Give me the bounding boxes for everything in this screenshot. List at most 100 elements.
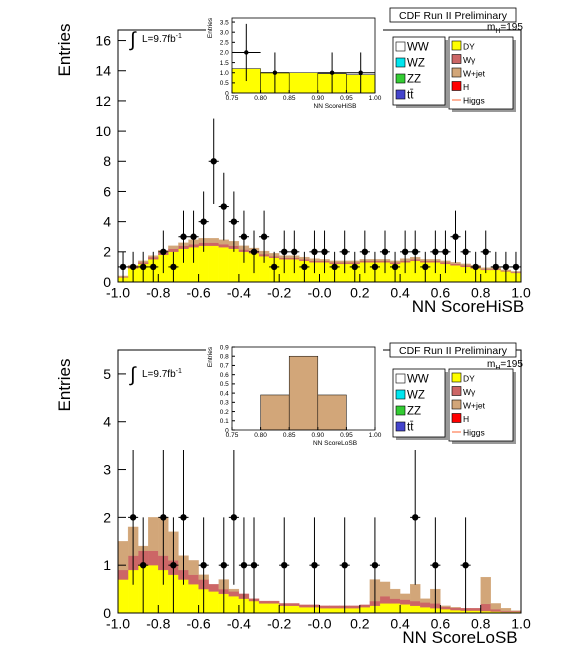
lumi-label: L=9.7fb-1: [142, 33, 182, 45]
data-point: [442, 249, 448, 255]
legend-swatch: [396, 390, 405, 399]
legend-label: tt̄: [407, 89, 414, 101]
lumi-label: L=9.7fb-1: [142, 368, 182, 380]
y-tick-label: 4: [103, 214, 111, 230]
legend-swatch: [452, 400, 461, 409]
histogram-bar: [168, 249, 178, 252]
y-tick-label: 4: [103, 414, 111, 430]
data-point: [211, 158, 217, 164]
x-tick-label: 0.95: [340, 95, 353, 102]
x-tick-label: -0.8: [146, 284, 170, 300]
x-tick-label: -1.0: [106, 615, 130, 631]
data-point: [150, 264, 156, 270]
legend-swatch: [452, 55, 461, 64]
histogram-bar: [400, 600, 410, 605]
legend-label: WZ: [407, 58, 425, 70]
x-tick-label: 0.75: [226, 95, 239, 102]
data-point: [221, 562, 227, 568]
legend-swatch: [396, 42, 405, 51]
data-point: [200, 218, 206, 224]
data-point: [432, 249, 438, 255]
legend-swatch: [396, 58, 405, 67]
x-tick-label: 0.85: [283, 432, 296, 439]
data-point: [382, 249, 388, 255]
y-tick-label: 5: [103, 366, 111, 382]
histogram-bar: [440, 607, 450, 609]
histogram-bar: [491, 603, 501, 609]
mass-label: mH=195: [487, 22, 523, 35]
data-point: [251, 249, 257, 255]
y-tick-label: 12: [95, 93, 111, 109]
data-point: [271, 264, 277, 270]
data-point: [311, 562, 317, 568]
histogram-bar: [189, 560, 199, 574]
x-tick-label: 0.80: [254, 432, 267, 439]
data-point: [352, 264, 358, 270]
legend-label: ZZ: [407, 406, 421, 418]
histogram-bar: [209, 238, 219, 243]
histogram-bar: [320, 608, 330, 613]
histogram-bar: [350, 608, 360, 613]
histogram-bar: [420, 607, 430, 613]
x-axis-label: NN ScoreHiSB: [412, 297, 524, 316]
histogram-bar: [299, 607, 309, 613]
x-tick-label: 0.85: [283, 95, 296, 102]
data-point: [160, 514, 166, 520]
y-tick-label: 0.5: [220, 381, 229, 388]
data-point: [483, 249, 489, 255]
histogram-bar: [481, 604, 491, 611]
histogram-bar: [481, 577, 491, 604]
integral-sign: ∫: [129, 364, 137, 386]
histogram-bar: [189, 584, 199, 613]
data-point: [273, 71, 277, 75]
legend-swatch: [396, 374, 405, 383]
data-point: [412, 514, 418, 520]
x-tick-label: 1.00: [369, 432, 382, 439]
y-tick-label: 3: [103, 461, 111, 477]
legend-label: WZ: [407, 390, 425, 402]
data-point: [452, 234, 458, 240]
histogram-bar: [350, 606, 360, 608]
legend-swatch: [452, 68, 461, 77]
x-tick-label: 0.2: [350, 615, 370, 631]
lumi-text: L=9.7fb: [142, 369, 176, 380]
x-tick-label: -0.2: [267, 615, 291, 631]
data-point: [180, 234, 186, 240]
data-point: [402, 249, 408, 255]
data-point: [130, 264, 136, 270]
histogram-bar: [219, 240, 229, 245]
data-point: [200, 562, 206, 568]
data-point: [241, 234, 247, 240]
x-tick-label: -0.6: [187, 615, 211, 631]
histogram-bar: [440, 609, 450, 613]
histogram-bar: [229, 596, 239, 613]
histogram-bar: [209, 243, 219, 246]
data-point: [301, 264, 307, 270]
y-tick-label: 0.9: [220, 344, 229, 351]
y-tick-label: 1.0: [220, 70, 229, 77]
legend-label: H: [463, 414, 469, 424]
data-point: [180, 514, 186, 520]
data-point: [359, 71, 363, 75]
x-tick-label: 0.4: [390, 284, 410, 300]
histogram-bar: [380, 603, 390, 613]
histogram-bar: [148, 565, 158, 613]
y-tick-label: 0.2: [220, 409, 229, 416]
legend-label: ZZ: [407, 74, 421, 86]
data-point: [221, 203, 227, 209]
legend-label: W+jet: [463, 401, 486, 411]
histogram-bar: [450, 608, 460, 610]
data-point: [170, 264, 176, 270]
histogram-bar: [360, 607, 370, 613]
data-point: [244, 50, 248, 54]
lumi-text: L=9.7fb: [142, 34, 176, 45]
data-point: [311, 249, 317, 255]
histogram-bar: [420, 599, 430, 603]
data-point: [231, 218, 237, 224]
histogram-bar: [360, 605, 370, 607]
data-point: [330, 71, 334, 75]
y-tick-label: 3.5: [220, 19, 229, 26]
data-point: [241, 562, 247, 568]
data-point: [261, 234, 267, 240]
legend-label: tt̄: [407, 421, 414, 433]
